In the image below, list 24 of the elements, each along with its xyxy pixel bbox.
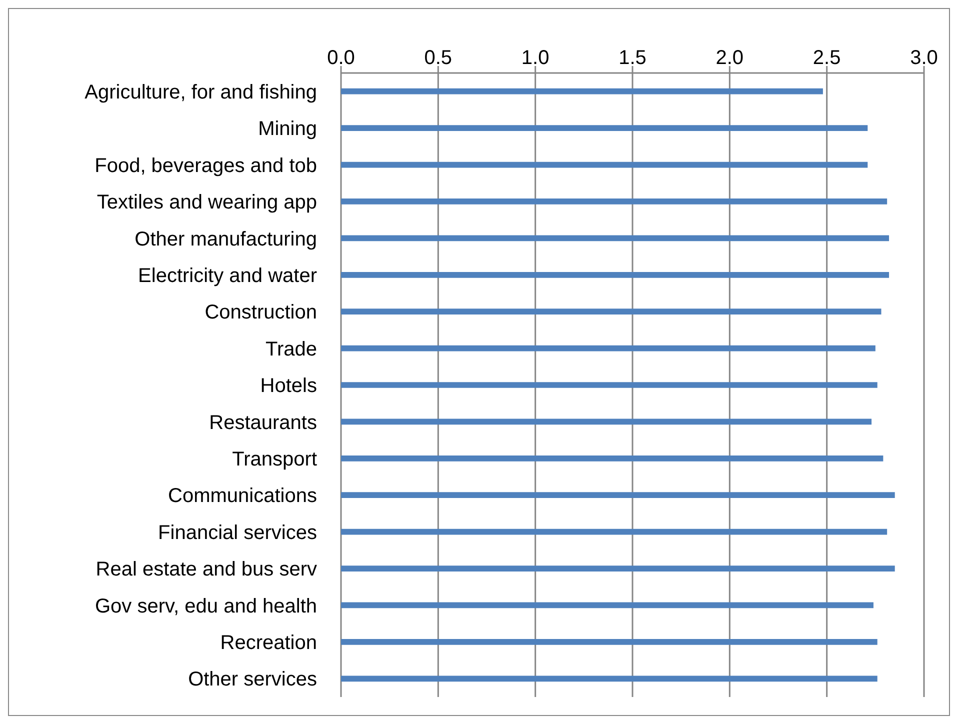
x-tick-label: 2.5 bbox=[812, 47, 841, 69]
y-tick-label: Other manufacturing bbox=[134, 228, 317, 250]
y-tick-label: Recreation bbox=[220, 632, 317, 654]
y-tick-label: Textiles and wearing app bbox=[96, 192, 317, 214]
y-tick-label: Financial services bbox=[158, 522, 317, 544]
y-tick-label: Food, beverages and tob bbox=[94, 154, 317, 177]
y-tick-label: Construction bbox=[204, 302, 317, 324]
y-tick-label: Gov serv, edu and health bbox=[95, 595, 317, 618]
y-tick-label: Electricity and water bbox=[138, 264, 318, 287]
x-tick-label: 1.0 bbox=[521, 47, 550, 69]
y-tick-label: Communications bbox=[168, 485, 317, 508]
y-tick-label: Agriculture, for and fishing bbox=[84, 81, 317, 104]
y-tick-label: Restaurants bbox=[209, 412, 317, 434]
x-tick-label: 0.5 bbox=[424, 47, 452, 69]
y-tick-label: Trade bbox=[265, 338, 317, 360]
y-tick-label: Mining bbox=[258, 118, 317, 140]
y-tick-label: Transport bbox=[232, 448, 318, 471]
y-tick-label: Other services bbox=[188, 668, 317, 691]
y-tick-label: Hotels bbox=[260, 375, 317, 398]
y-tick-label: Real estate and bus serv bbox=[96, 558, 317, 581]
x-tick-label: 1.5 bbox=[618, 47, 646, 69]
x-tick-label: 3.0 bbox=[910, 47, 938, 69]
x-tick-label: 0.0 bbox=[327, 47, 355, 69]
x-tick-label: 2.0 bbox=[716, 47, 744, 69]
